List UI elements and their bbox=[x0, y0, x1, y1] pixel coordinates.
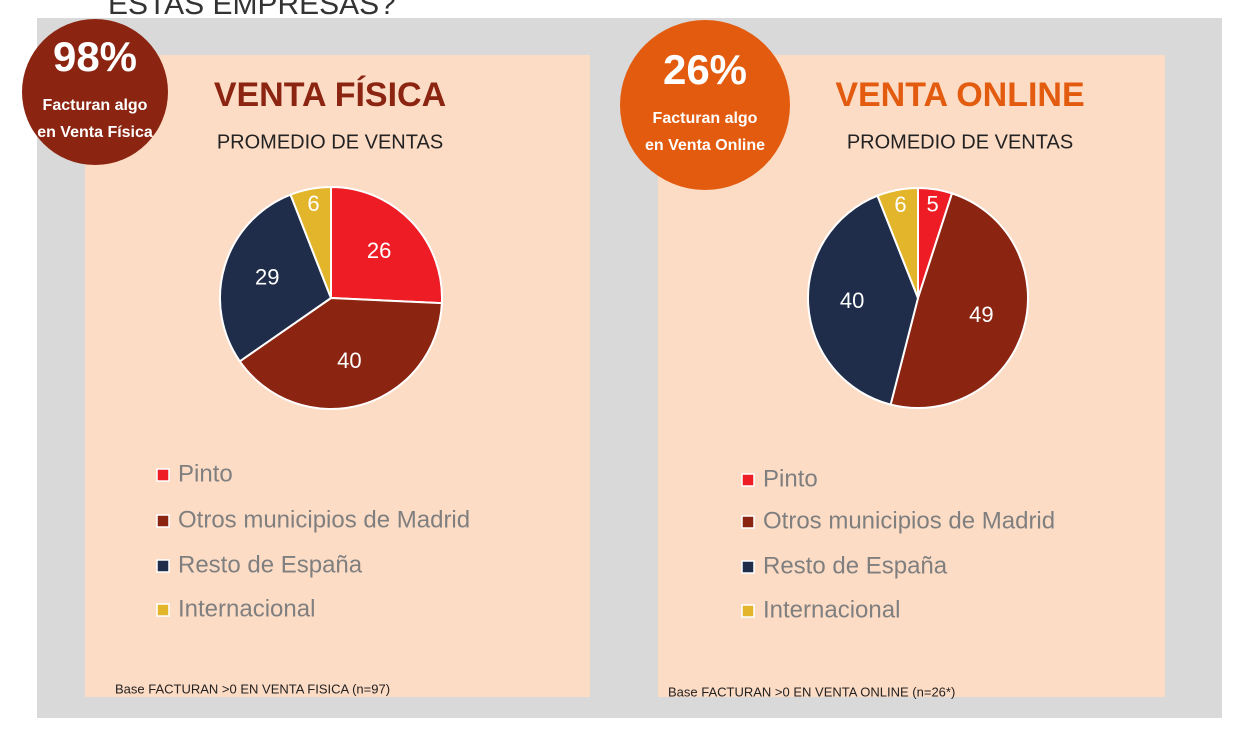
pie-slice bbox=[219, 193, 333, 363]
slide-title: ESTAS EMPRESAS? bbox=[108, 0, 396, 21]
legend-marker bbox=[156, 468, 170, 482]
chart-subtitle: PROMEDIO DE VENTAS bbox=[847, 131, 1073, 153]
pie-slice bbox=[876, 186, 919, 299]
data-label: 6 bbox=[307, 191, 319, 216]
data-label: 5 bbox=[927, 191, 939, 216]
pie-slice bbox=[238, 296, 443, 410]
pie-slice bbox=[330, 185, 443, 305]
badge-text: en Venta Online bbox=[645, 137, 765, 154]
data-label: 49 bbox=[969, 302, 993, 327]
badge-value: 98% bbox=[53, 33, 137, 80]
chart-subtitle: PROMEDIO DE VENTAS bbox=[217, 131, 443, 153]
badge-text: Facturan algo bbox=[653, 110, 758, 127]
pie-slice bbox=[889, 192, 1029, 409]
legend-label: Otros municipios de Madrid bbox=[763, 507, 1055, 534]
badge-text: Facturan algo bbox=[43, 97, 148, 114]
footnote: Base FACTURAN >0 EN VENTA ONLINE (n=26*) bbox=[668, 684, 955, 699]
chart-title: VENTA FÍSICA bbox=[214, 76, 446, 114]
legend-label: Pinto bbox=[178, 460, 233, 487]
legend-label: Resto de España bbox=[178, 551, 363, 578]
data-label: 26 bbox=[367, 238, 391, 263]
chart-title: VENTA ONLINE bbox=[835, 76, 1084, 114]
data-label: 40 bbox=[840, 288, 864, 313]
data-label: 6 bbox=[894, 192, 906, 217]
legend-marker bbox=[156, 559, 170, 573]
legend-marker bbox=[741, 473, 755, 487]
legend-marker bbox=[156, 603, 170, 617]
legend-marker bbox=[741, 604, 755, 618]
data-label: 29 bbox=[255, 264, 279, 289]
pie-slice bbox=[807, 194, 920, 406]
legend-marker bbox=[741, 560, 755, 574]
legend-label: Internacional bbox=[763, 596, 900, 623]
legend-marker bbox=[741, 515, 755, 529]
badge-value: 26% bbox=[663, 46, 747, 93]
data-label: 40 bbox=[337, 348, 361, 373]
badge-text: en Venta Física bbox=[37, 124, 153, 141]
badge bbox=[22, 19, 168, 165]
legend-marker bbox=[156, 514, 170, 528]
badge bbox=[620, 20, 790, 190]
legend-label: Resto de España bbox=[763, 552, 948, 579]
legend-label: Internacional bbox=[178, 595, 315, 622]
pie-slice bbox=[289, 185, 332, 299]
legend-label: Otros municipios de Madrid bbox=[178, 506, 470, 533]
legend-label: Pinto bbox=[763, 465, 818, 492]
footnote: Base FACTURAN >0 EN VENTA FISICA (n=97) bbox=[115, 681, 390, 696]
